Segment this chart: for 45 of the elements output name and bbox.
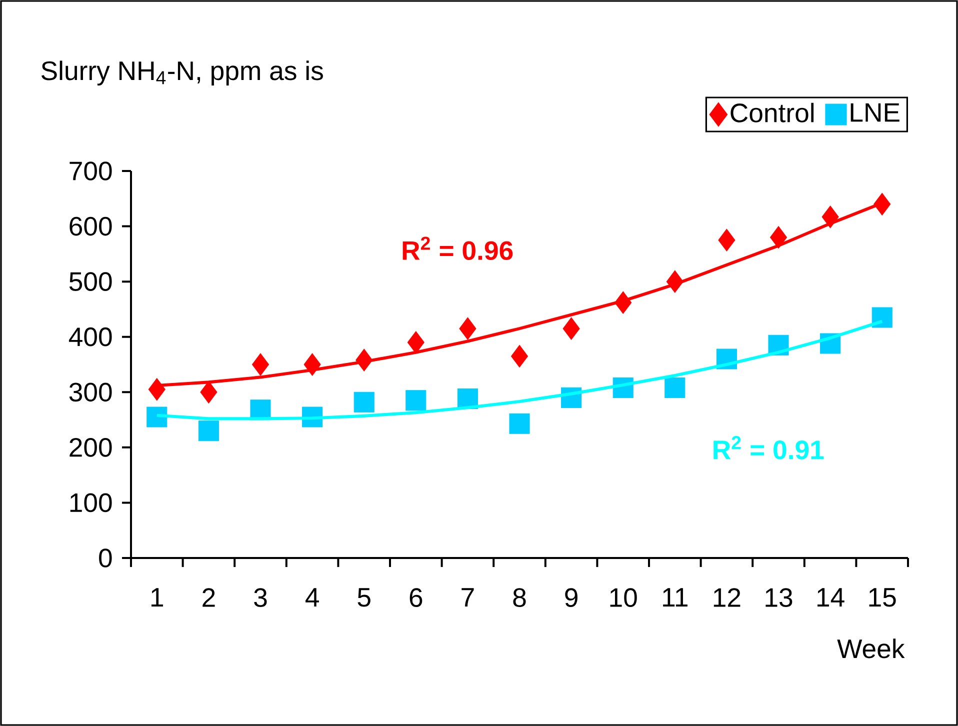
point [509,413,530,434]
point [459,317,476,340]
y-tick-label: 600 [70,216,112,236]
x-tick-label: 3 [254,588,267,608]
point [148,378,166,401]
y-tick-label: 100 [70,493,112,512]
x-tick-label: 10 [610,588,637,608]
point [407,331,424,354]
y-tick-label: 200 [70,438,112,457]
y-tick-label: 700 [70,162,112,180]
point [510,344,528,368]
point [198,420,219,442]
x-tick-label: 5 [358,588,370,607]
x-tick-label: 6 [410,588,422,608]
point [770,226,788,249]
annotation: R$^{2}$ = 0.91 [714,436,824,460]
x-tick-label: 12 [714,588,740,607]
x-tick-label: 2 [202,588,215,607]
y-tick-label: 300 [69,382,112,402]
x-tick-label: 7 [462,588,474,606]
y-tick-label: 400 [68,327,112,346]
point [562,317,580,340]
y-axis-title: Slurry NH$_{4}$-N, ppm as is [41,60,323,86]
x-tick-label: 14 [818,588,844,606]
point [252,353,270,376]
point [664,377,686,398]
y-tick-label: 0 [99,548,112,568]
y-tick-label: 500 [69,272,112,291]
point [200,380,218,404]
legend-label: Control [730,102,814,122]
x-axis-title: Week [837,638,905,658]
point [718,228,736,252]
x-tick-label: 8 [513,588,526,608]
point [406,390,426,411]
x-tick-label: 1 [152,588,164,606]
point [872,307,892,328]
annotation: R$^{2}$ = 0.96 [402,236,513,260]
x-tick-label: 4 [305,588,319,606]
x-tick-label: 11 [663,588,688,606]
point [146,406,168,428]
legend-label: LNE [850,103,900,122]
x-tick-label: 15 [869,588,896,607]
x-tick-label: 9 [565,588,578,608]
x-tick-label: 13 [766,588,792,608]
point [354,392,374,412]
